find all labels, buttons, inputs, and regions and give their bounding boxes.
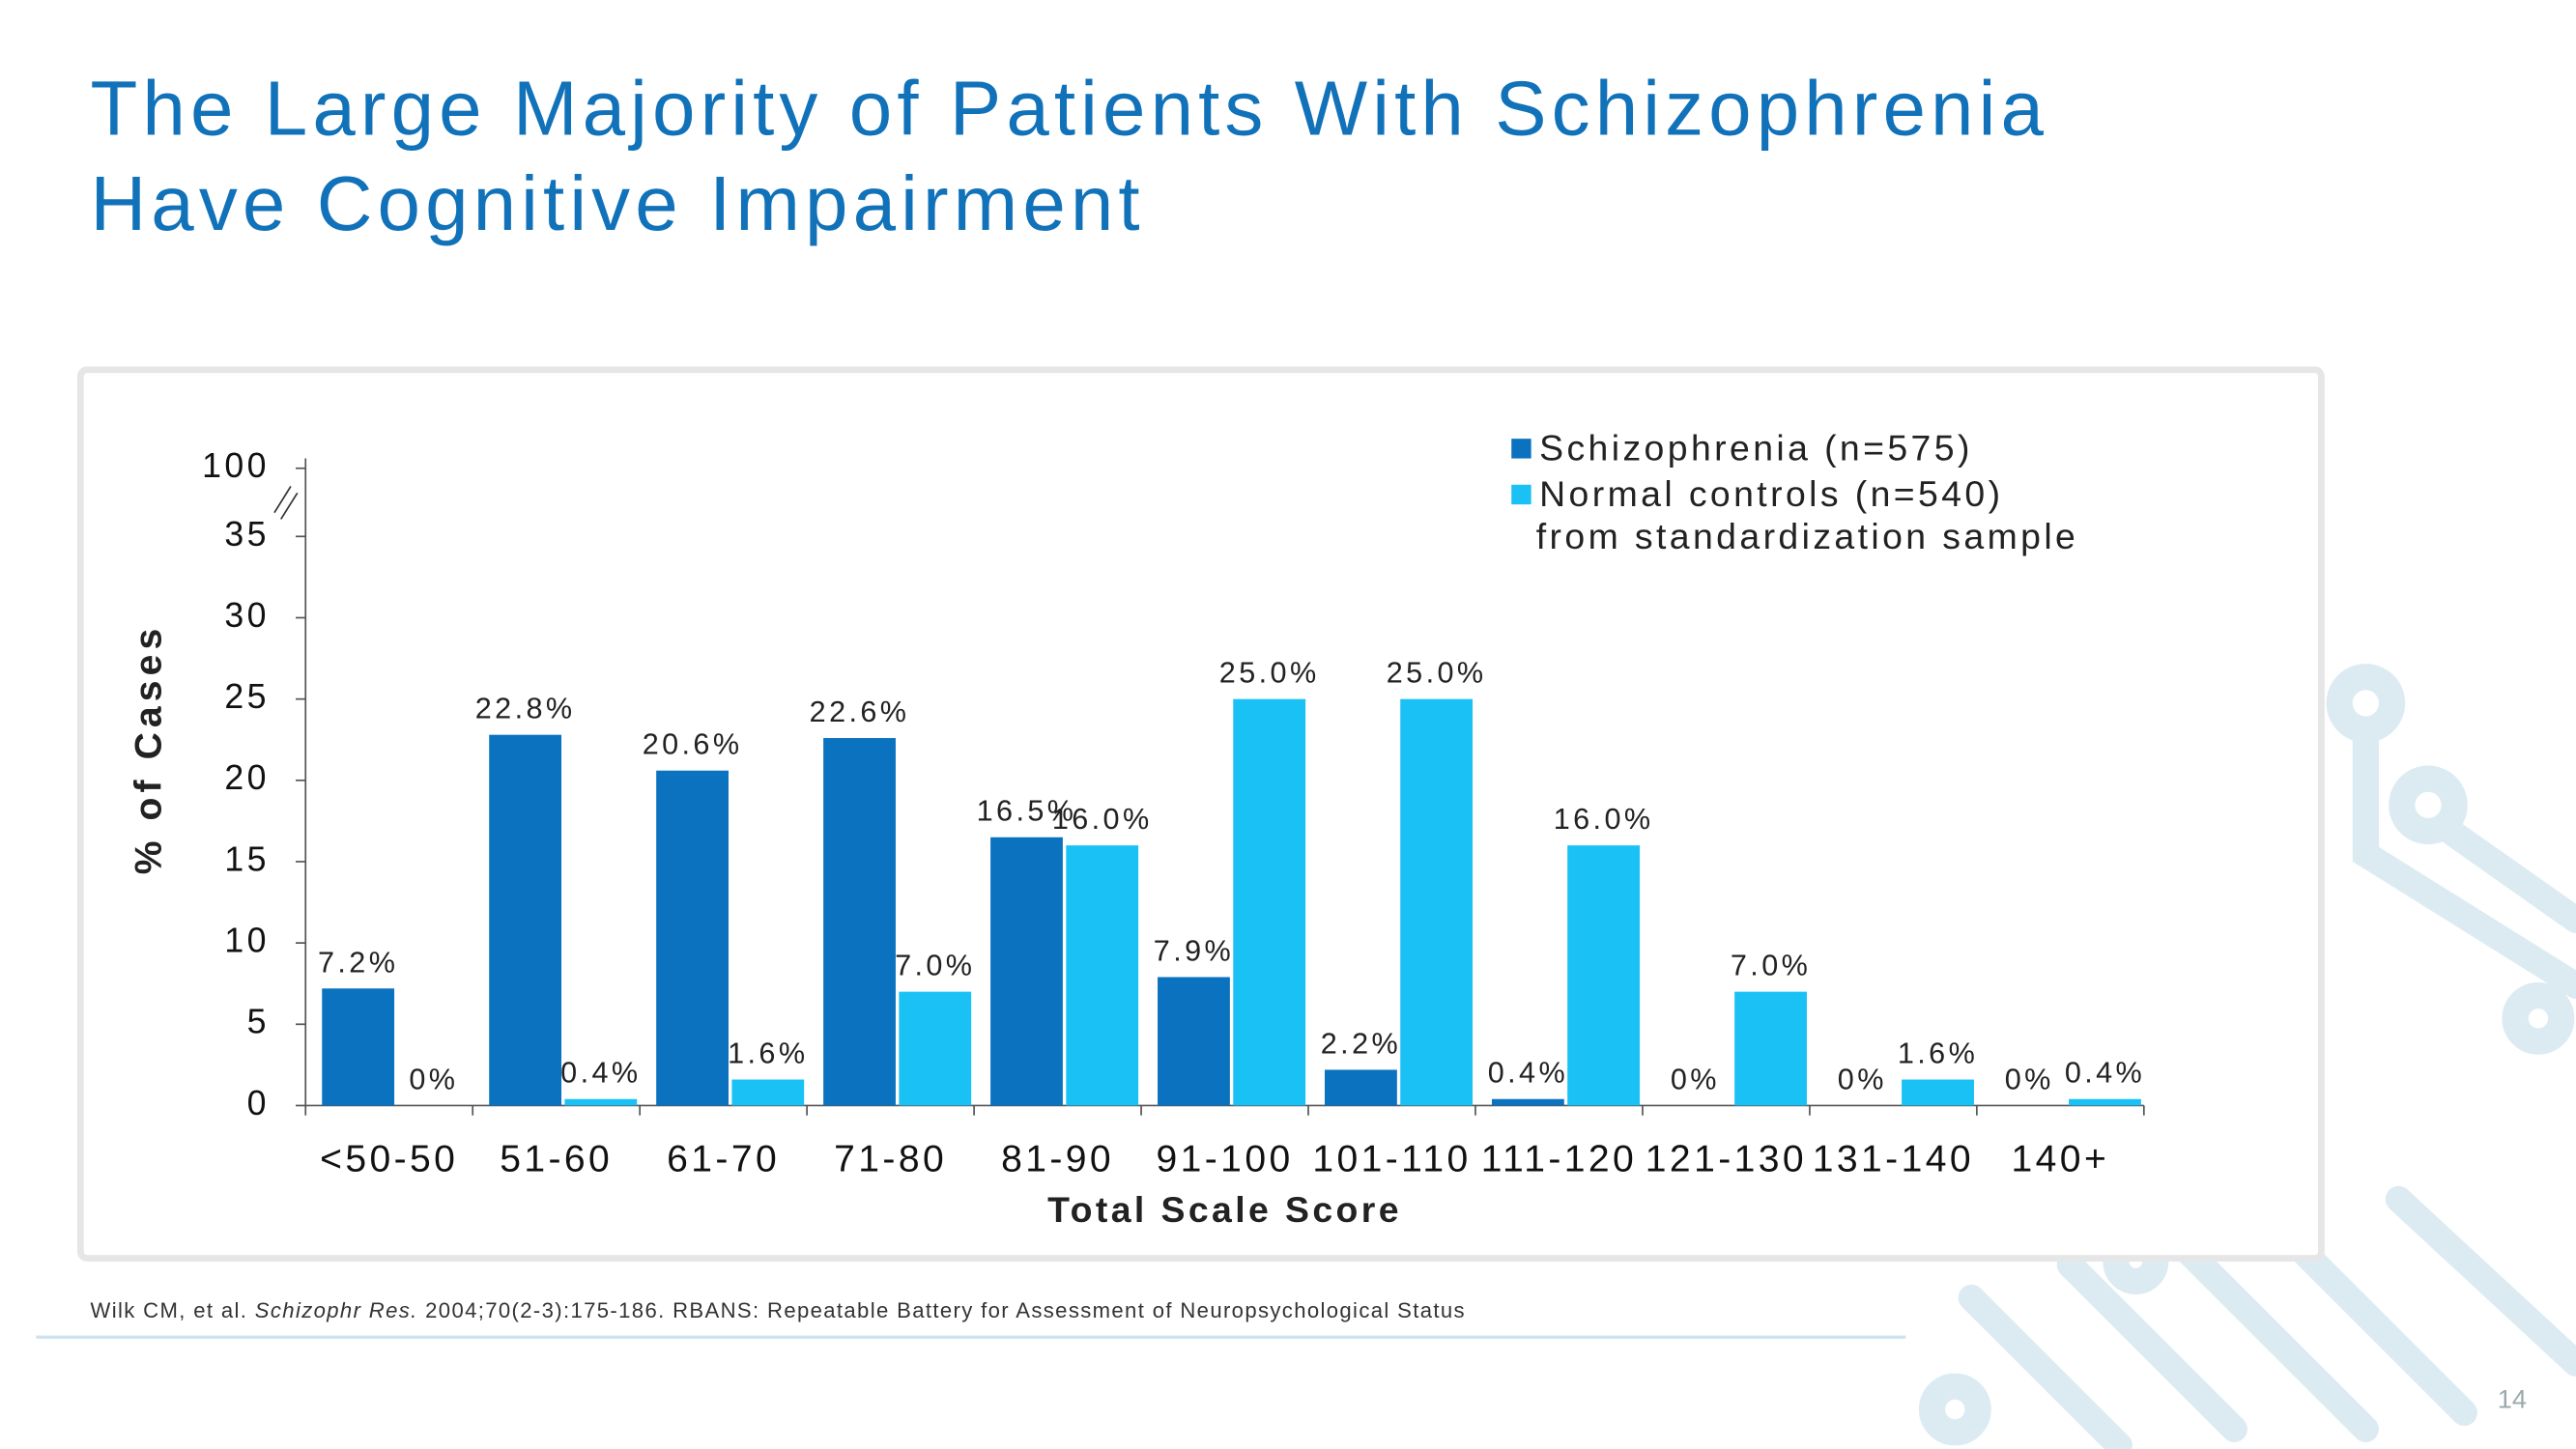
value-label: 0% [1838, 1063, 1887, 1095]
x-axis-title: Total Scale Score [1047, 1189, 1402, 1230]
bar [1400, 698, 1474, 1106]
x-tick-label: 131-140 [1813, 1138, 1974, 1179]
value-label: 0% [409, 1063, 458, 1095]
value-label: 0.4% [2065, 1057, 2145, 1090]
bar [489, 734, 562, 1106]
page-number: 14 [2498, 1383, 2527, 1413]
y-tick-label: 10 [224, 922, 269, 960]
y-axis-title: % of Cases [129, 624, 170, 875]
bar [1233, 698, 1306, 1106]
chart: 0 5 10 15 20 25 30 35 100 % of Cases Total Scale S… [129, 427, 2145, 1230]
bar [2069, 1098, 2141, 1106]
x-tick-label: 61-70 [667, 1138, 780, 1179]
slide-title: Have Cognitive Impairment [91, 160, 1145, 246]
legend-label: Schizophrenia (n=575) [1539, 427, 1973, 468]
x-tick-label: <50-50 [320, 1138, 458, 1179]
value-label: 7.0% [1731, 950, 1811, 982]
footnote-part: Wilk CM, et al. [91, 1298, 255, 1322]
y-tick-label: 20 [224, 758, 269, 797]
legend-note: from standardization sample [1536, 516, 2079, 556]
y-tick-label: 5 [247, 1003, 270, 1041]
legend-label: Normal controls (n=540) [1539, 473, 2003, 514]
x-tick-label: 81-90 [1001, 1138, 1114, 1179]
x-tick-label: 71-80 [834, 1138, 947, 1179]
value-label: 7.2% [318, 946, 398, 979]
bar [990, 837, 1063, 1106]
y-tick-label: 30 [224, 596, 269, 635]
value-label: 16.0% [1052, 803, 1153, 836]
y-tick-label: 25 [224, 677, 269, 716]
value-label: 22.8% [475, 693, 576, 725]
value-label: 16.0% [1554, 803, 1654, 836]
footnote: Wilk CM, et al. Schizophr Res. 2004;70(2… [91, 1298, 1466, 1322]
value-label: 0.4% [1488, 1057, 1568, 1090]
y-tick-label: 0 [247, 1084, 270, 1122]
bar [322, 988, 395, 1106]
bar [1491, 1098, 1564, 1106]
x-tick-label: 140+ [2012, 1138, 2110, 1179]
value-label: 0% [1671, 1063, 1720, 1095]
x-tick-label: 111-120 [1481, 1138, 1637, 1179]
y-tick-label: 100 [202, 446, 270, 485]
x-tick-label: 91-100 [1156, 1138, 1293, 1179]
axis-break [273, 486, 292, 514]
bar [731, 1079, 805, 1106]
value-label: 0% [2005, 1063, 2054, 1095]
bar [656, 770, 729, 1106]
value-label: 0.4% [560, 1057, 641, 1090]
value-label: 20.6% [643, 728, 743, 761]
y-tick-label: 35 [224, 515, 269, 554]
footnote-journal: Schizophr Res. [255, 1298, 418, 1322]
x-tick-label: 51-60 [500, 1138, 613, 1179]
bar [823, 738, 896, 1106]
bar [1567, 845, 1641, 1106]
footnote-part: 2004;70(2-3):175-186. RBANS: Repeatable … [418, 1298, 1466, 1322]
legend-swatch [1511, 439, 1531, 459]
bar [899, 991, 972, 1106]
y-tick-label: 15 [224, 839, 269, 878]
x-tick-label: 101-110 [1312, 1138, 1471, 1179]
bar [1158, 977, 1230, 1106]
bar [1066, 845, 1139, 1106]
axis-break [280, 492, 299, 520]
bar [1734, 991, 1807, 1106]
x-tick-label: 121-130 [1646, 1138, 1807, 1179]
slide-title: The Large Majority of Patients With Schi… [91, 66, 2048, 152]
value-label: 1.6% [1898, 1037, 1978, 1070]
value-label: 16.5% [977, 795, 1077, 828]
value-label: 25.0% [1387, 657, 1487, 690]
bar [564, 1098, 638, 1106]
value-label: 22.6% [810, 696, 910, 728]
value-label: 1.6% [728, 1037, 808, 1070]
value-label: 7.9% [1154, 934, 1234, 967]
bar [1902, 1079, 1974, 1106]
value-label: 25.0% [1219, 657, 1320, 690]
value-label: 7.0% [895, 950, 975, 982]
bar [1325, 1069, 1397, 1106]
legend-swatch [1511, 484, 1531, 505]
value-label: 2.2% [1321, 1027, 1401, 1060]
